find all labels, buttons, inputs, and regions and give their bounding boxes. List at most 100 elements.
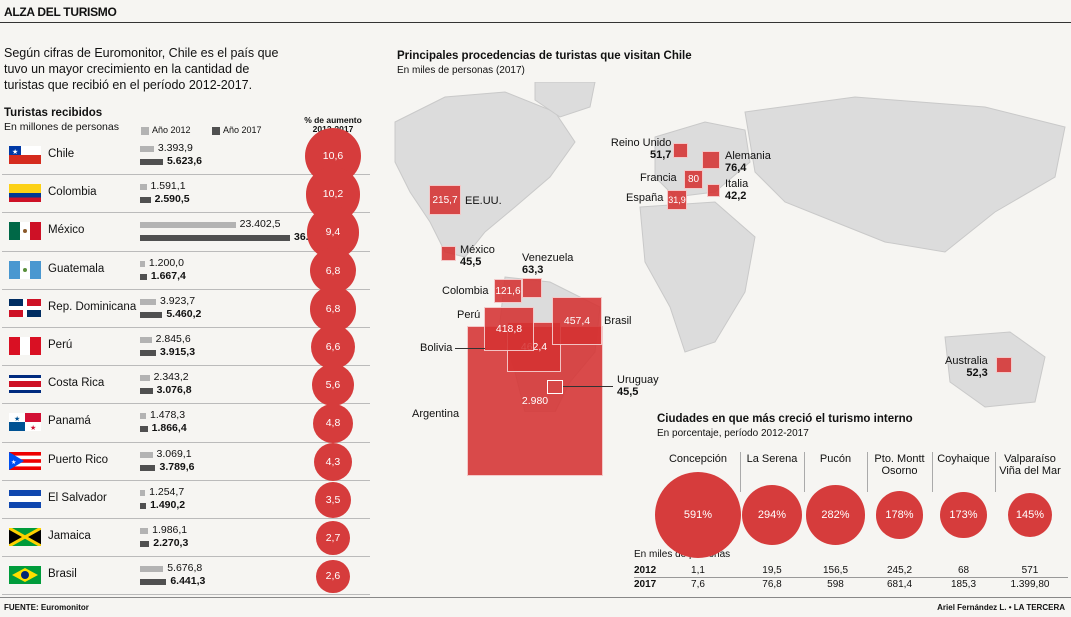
city-growth-circle: 145% [1008, 493, 1052, 537]
panama-flag-icon: ★ ★ [9, 413, 41, 432]
peru-square: 418,8 [484, 307, 534, 351]
uk-label: Reino Unido 51,7 [605, 137, 672, 161]
city-label: Pto. Montt Osorno [874, 453, 925, 477]
value-2012-label: 5.676,8 [167, 562, 203, 575]
mexico-flag-icon [9, 222, 41, 241]
value-2017-label: 3.915,3 [160, 346, 196, 358]
australia-label: Australia 52,3 [945, 355, 988, 379]
bar-2017 [140, 502, 147, 509]
bolivia-label: Bolivia [420, 342, 453, 354]
bar-2012 [140, 184, 147, 191]
tourists-chart-units: En millones de personas [4, 121, 119, 133]
cities-table-divider [634, 577, 1068, 578]
value-2017-label: 1.667,4 [150, 269, 186, 282]
bar-2017 [140, 159, 163, 165]
usa-value: 215,7 [432, 194, 458, 206]
country-label: Brasil [48, 568, 77, 581]
mexico-square [441, 246, 456, 261]
value-2012-label: 1.478,3 [150, 409, 186, 422]
cities-chart-units: En porcentaje, período 2012-2017 [657, 428, 809, 439]
legend-2012: Año 2012 [141, 125, 191, 135]
colombia-value: 121,6 [495, 285, 521, 297]
value-2017-label: 1.866,4 [151, 422, 187, 435]
city-label: La Serena [746, 453, 798, 465]
city-growth-circle: 282% [805, 485, 866, 545]
value-2017-label: 2.270,3 [153, 537, 189, 549]
row-divider [2, 327, 370, 328]
country-label: México [48, 224, 85, 237]
city-column-separator [995, 452, 996, 492]
value-2012-label: 3.923,7 [160, 294, 196, 307]
svg-text:★: ★ [12, 148, 18, 156]
venezuela-square [522, 278, 542, 298]
city-label: Pucón [819, 453, 852, 465]
bar-2017 [140, 235, 290, 242]
row-divider [2, 174, 370, 176]
row-label-2017: 2017 [634, 579, 657, 590]
city-label: Coyhaique [937, 453, 990, 465]
pct-increase-circle: 9,4 [306, 206, 360, 259]
brazil-flag-icon [9, 566, 41, 585]
pct-increase-circle: 2,6 [316, 559, 350, 593]
legend-2017: Año 2017 [212, 125, 262, 135]
argentina-value: 2.980 [521, 395, 549, 407]
svg-text:★: ★ [14, 415, 20, 423]
country-label: Panamá [48, 415, 91, 428]
value-2012-label: 1.591,1 [150, 180, 186, 193]
colombia-flag-icon [9, 184, 41, 203]
city-value-2012: 19,5 [762, 565, 782, 576]
city-value-2012: 245,2 [886, 565, 913, 576]
france-label: Francia [640, 172, 677, 184]
tourists-chart-title: Turistas recibidos [4, 107, 103, 119]
value-2017-label: 1.490,2 [150, 498, 186, 511]
africa-shape [639, 201, 756, 353]
row-label-2012: 2012 [634, 565, 657, 576]
australia-value: 52,3 [966, 367, 988, 379]
page-title: ALZA DEL TURISMO [4, 5, 117, 19]
value-2012-label: 2.343,2 [153, 371, 189, 384]
dominican-flag-icon [9, 298, 41, 317]
peru-flag-icon [9, 337, 41, 355]
row-divider [2, 365, 370, 367]
row-divider [2, 441, 370, 443]
uk-value: 51,7 [650, 149, 672, 161]
asia-shape [744, 96, 1066, 253]
city-label: Valparaíso Viña del Mar [999, 453, 1061, 477]
venezuela-name: Venezuela [522, 252, 574, 264]
city-value-2012: 68 [957, 565, 970, 576]
uk-name: Reino Unido [610, 137, 672, 149]
bar-2017 [140, 464, 156, 471]
italy-name: Italia [725, 178, 749, 190]
city-growth-circle: 173% [940, 491, 987, 539]
city-growth-circle: 591% [655, 472, 741, 558]
uruguay-name: Uruguay [617, 374, 659, 386]
australia-square [996, 357, 1012, 373]
title-divider [0, 22, 1071, 23]
city-column-separator [867, 452, 868, 492]
legend-2017-swatch [212, 126, 220, 135]
chile-flag-icon: ★ [9, 146, 41, 164]
germany-label: Alemania 76,4 [725, 150, 771, 174]
greenland-shape [534, 82, 596, 118]
value-2012-label: 1.200,0 [148, 256, 184, 269]
row-divider [2, 518, 370, 519]
value-2012-label: 2.845,6 [155, 333, 191, 345]
peru-value: 418,8 [495, 323, 523, 335]
legend-2017-label: Año 2017 [223, 125, 262, 135]
pct-increase-circle: 6,8 [310, 248, 356, 294]
intro-text: Según cifras de Euromonitor, Chile es el… [4, 46, 279, 92]
city-value-2012: 571 [1021, 565, 1039, 576]
row-divider [2, 403, 370, 405]
bar-2017 [140, 197, 151, 204]
pct-increase-circle: 4,8 [313, 403, 353, 444]
colombia-square: 121,6 [494, 279, 522, 303]
bar-2012 [140, 260, 145, 267]
city-value-2012: 156,5 [822, 565, 849, 576]
uruguay-leader-line [563, 386, 613, 387]
cities-chart-title: Ciudades en que más creció el turismo in… [657, 413, 913, 425]
el-salvador-flag-icon [9, 489, 41, 508]
bar-2012 [140, 451, 153, 458]
legend-2012-label: Año 2012 [152, 125, 191, 135]
france-square: 80 [684, 170, 703, 189]
row-divider [2, 594, 370, 596]
